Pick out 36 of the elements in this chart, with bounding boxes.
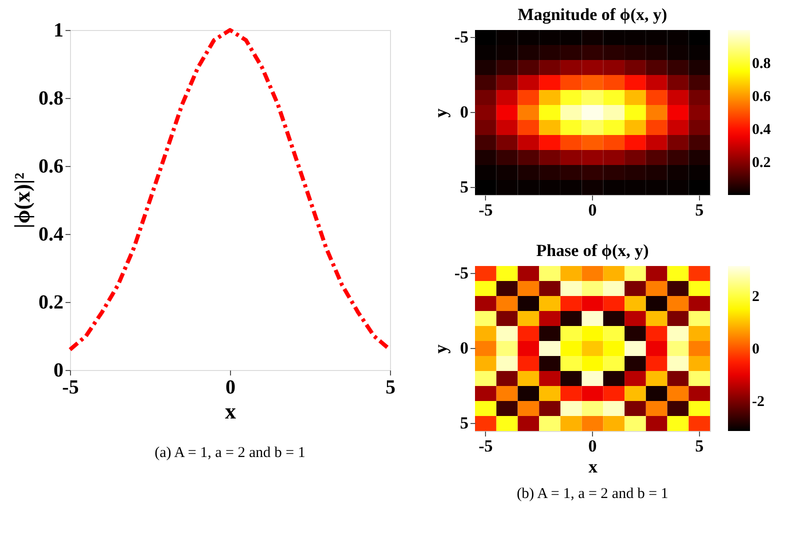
text: (b) A = 1, a = 2 and b = 1 — [516, 486, 668, 502]
chart-title: Magnitude of ϕ(x, y) — [518, 5, 668, 24]
y-tick-label: 0.6 — [38, 156, 64, 178]
y-tick-label: 0.4 — [38, 224, 64, 246]
y-axis-title: y — [430, 344, 450, 354]
y-tick-label: 0 — [54, 360, 64, 382]
y-tick-label: 0 — [460, 102, 468, 122]
x-tick-label: 0 — [588, 200, 597, 220]
color-bar-label: 2 — [752, 288, 760, 305]
y-tick-label: 5 — [460, 414, 468, 432]
color-bar-label: 0.4 — [752, 122, 772, 138]
x-tick-label: 5 — [695, 436, 704, 456]
color-bar-label: 0 — [752, 342, 760, 358]
chart-title: Phase of ϕ(x, y) — [536, 241, 649, 260]
y-tick-label: 1 — [54, 20, 64, 42]
y-tick-label: 0.2 — [38, 292, 64, 314]
x-tick-label: -5 — [478, 200, 493, 220]
x-tick-label: 0 — [226, 376, 236, 398]
x-tick-label: 0 — [588, 436, 597, 456]
y-tick-label: -5 — [454, 264, 468, 282]
color-bar-label: 0.8 — [752, 56, 771, 72]
y-tick-label: 0 — [460, 338, 468, 358]
y-axis-title: y — [430, 108, 450, 118]
y-tick-label: 5 — [460, 178, 468, 196]
color-bar-label: -2 — [752, 394, 764, 410]
x-axis-title: x — [225, 398, 236, 424]
x-tick-label: 5 — [695, 200, 704, 220]
text: (a) A = 1, a = 2 and b = 1 — [154, 445, 306, 461]
color-bar-label: 0.6 — [752, 89, 772, 105]
color-bar-label: 0.2 — [752, 155, 771, 171]
y-tick-label: 0.8 — [38, 88, 64, 110]
x-tick-label: -5 — [478, 436, 493, 456]
x-tick-label: 5 — [386, 376, 396, 398]
y-tick-label: -5 — [454, 28, 468, 46]
x-axis-title: x — [588, 456, 598, 476]
y-axis-title: |ϕ(x)|² — [10, 172, 34, 228]
